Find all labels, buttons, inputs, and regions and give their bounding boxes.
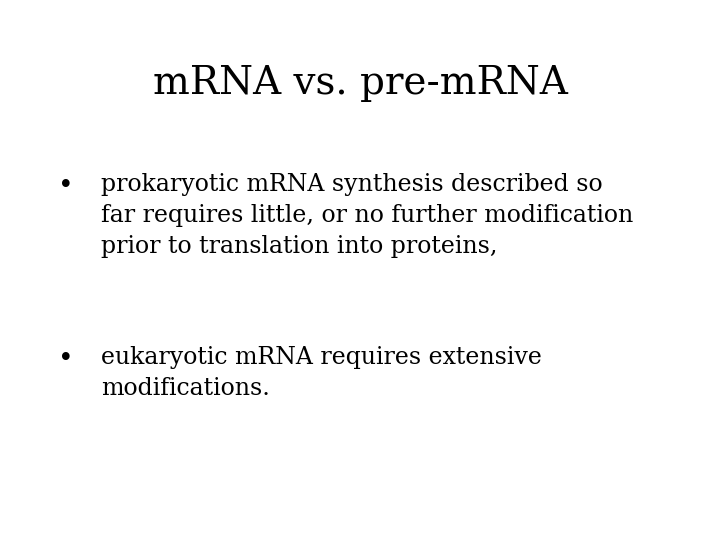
Text: eukaryotic mRNA requires extensive
modifications.: eukaryotic mRNA requires extensive modif… <box>101 346 541 400</box>
Text: •: • <box>58 173 73 198</box>
Text: •: • <box>58 346 73 370</box>
Text: mRNA vs. pre-mRNA: mRNA vs. pre-mRNA <box>153 65 567 102</box>
Text: prokaryotic mRNA synthesis described so
far requires little, or no further modif: prokaryotic mRNA synthesis described so … <box>101 173 633 258</box>
